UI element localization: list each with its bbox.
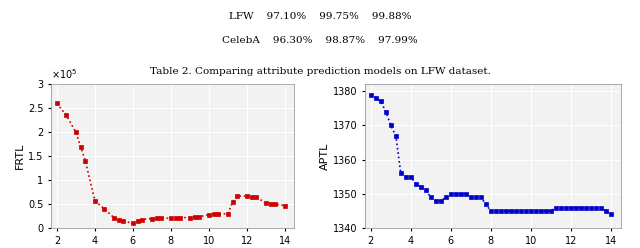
Text: CelebA    96.30%    98.87%    97.99%: CelebA 96.30% 98.87% 97.99% — [222, 36, 418, 45]
Y-axis label: FRTL: FRTL — [15, 143, 26, 169]
Text: LFW    97.10%    99.75%    99.88%: LFW 97.10% 99.75% 99.88% — [228, 12, 412, 21]
Text: Table 2. Comparing attribute prediction models on LFW dataset.: Table 2. Comparing attribute prediction … — [150, 67, 490, 76]
Y-axis label: APTL: APTL — [320, 143, 330, 170]
Text: $\times10^5$: $\times10^5$ — [51, 68, 77, 81]
